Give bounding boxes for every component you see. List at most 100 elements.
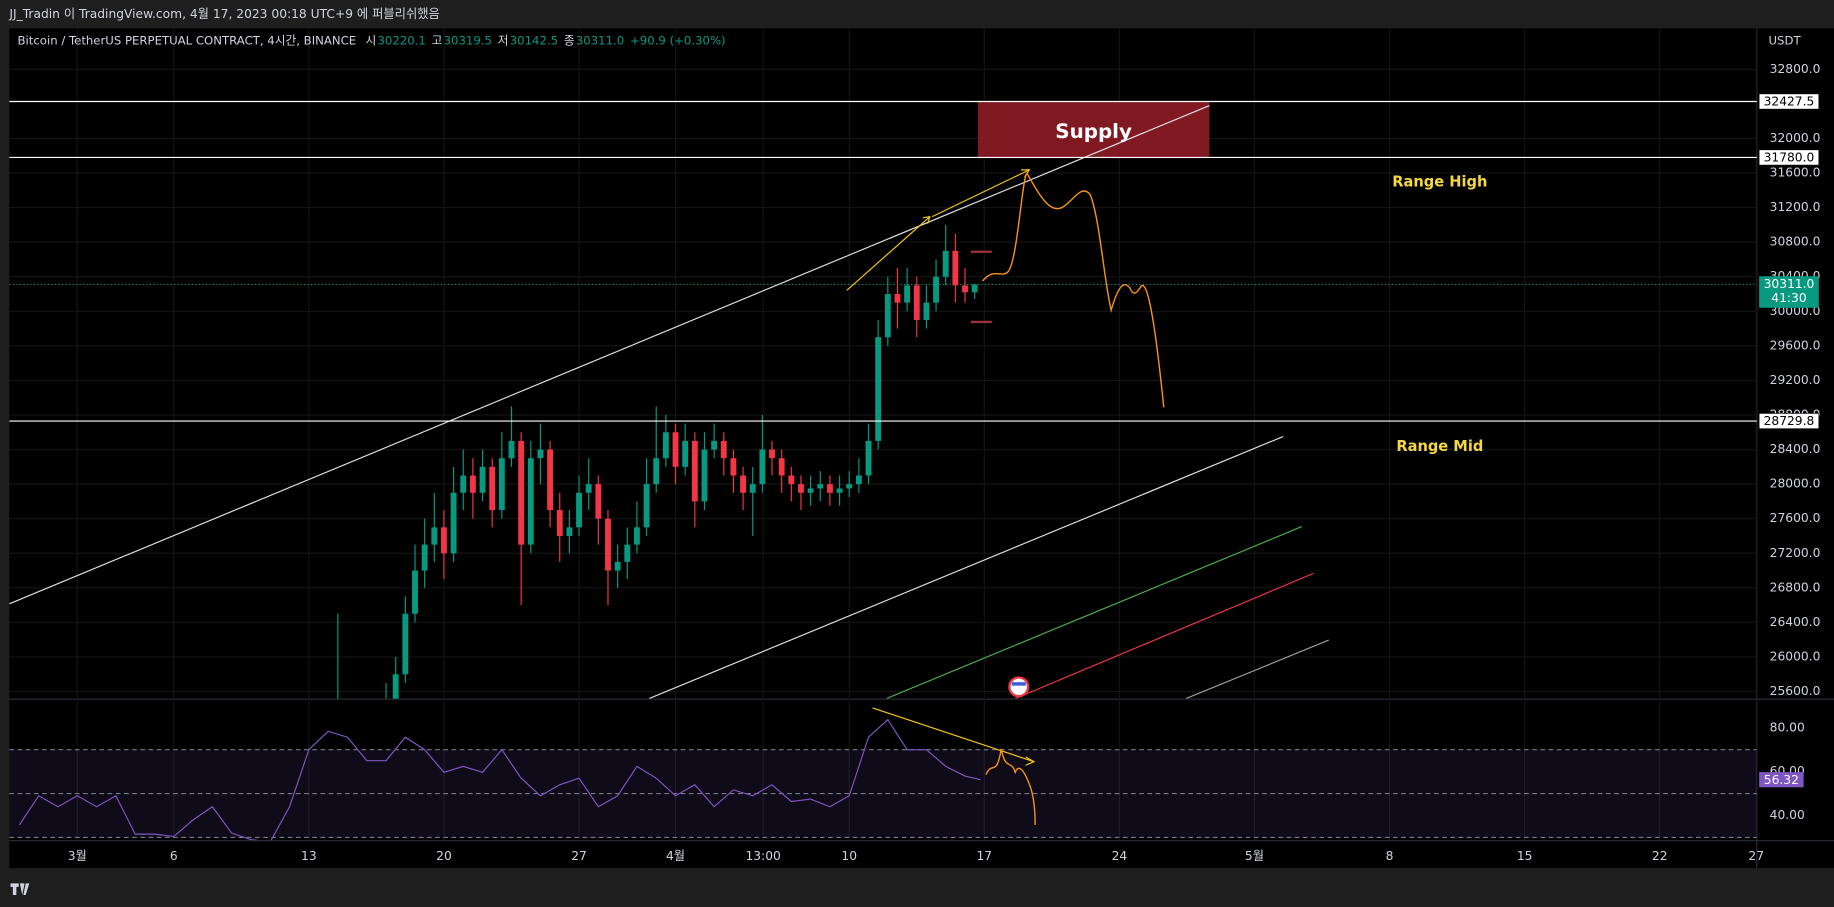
ohlc-change: +90.9 (+0.30%) bbox=[630, 34, 726, 48]
arrow bbox=[931, 169, 1030, 218]
y-tick-label: 25600.0 bbox=[1770, 684, 1821, 698]
candle-body bbox=[904, 285, 911, 303]
candle-body bbox=[691, 440, 698, 502]
candle-body bbox=[537, 449, 544, 459]
rsi-drawings bbox=[872, 707, 1036, 825]
candle-body bbox=[508, 440, 515, 459]
y-tick-label: 31200.0 bbox=[1770, 200, 1821, 214]
ohlc: 시 30220.1 고 30319.5 저 30142.5 종 30311.0 +90.9 (+… bbox=[366, 34, 726, 48]
candle-body bbox=[971, 284, 978, 293]
projection bbox=[985, 748, 1036, 825]
candle-body bbox=[653, 458, 660, 485]
range-mid-label: Range Mid bbox=[1396, 438, 1483, 455]
arrow-head bbox=[1025, 756, 1036, 766]
supply-label: Supply bbox=[1055, 120, 1132, 143]
y-tick-label: 26400.0 bbox=[1770, 615, 1821, 629]
candle-body bbox=[662, 432, 669, 459]
countdown: 41:30 bbox=[1771, 291, 1806, 305]
candle-body bbox=[788, 475, 795, 485]
candle-body bbox=[634, 527, 640, 545]
y-tick-label: 26000.0 bbox=[1770, 649, 1821, 663]
projection bbox=[981, 172, 1165, 408]
level-badge-label: 31780.0 bbox=[1764, 151, 1815, 165]
supply-zone bbox=[977, 102, 1210, 159]
ohlc-value: 30319.5 bbox=[444, 34, 492, 48]
ohlc-value: 30142.5 bbox=[510, 34, 558, 48]
last-price-label: 30311.0 bbox=[1764, 277, 1815, 291]
ohlc-key: 시 bbox=[366, 34, 377, 48]
y-tick-label: 32800.0 bbox=[1770, 62, 1821, 76]
x-tick-label: 24 bbox=[1112, 849, 1128, 863]
x-tick-label: 8 bbox=[1386, 849, 1394, 863]
candle-body bbox=[749, 484, 756, 493]
candle-body bbox=[720, 440, 727, 459]
rsi-tick-label: 80.00 bbox=[1770, 720, 1805, 734]
candle-body bbox=[672, 432, 679, 467]
y-tick-label: 26800.0 bbox=[1770, 580, 1821, 594]
grid bbox=[9, 28, 1757, 841]
trend-line bbox=[1185, 639, 1329, 699]
level-badge-label: 28729.8 bbox=[1764, 414, 1815, 428]
range-high-label: Range High bbox=[1392, 174, 1487, 191]
chart-area bbox=[9, 28, 1834, 869]
candle-body bbox=[402, 613, 409, 675]
candle-body bbox=[798, 484, 804, 493]
footer-bar bbox=[0, 870, 1834, 907]
candle-body bbox=[836, 488, 843, 493]
candle-body bbox=[855, 475, 862, 485]
y-tick-label: 29200.0 bbox=[1770, 373, 1821, 387]
y-tick-label: 27200.0 bbox=[1770, 546, 1821, 560]
marks bbox=[18, 224, 981, 841]
candle-body bbox=[701, 449, 708, 502]
candle-body bbox=[421, 544, 428, 571]
trend-line bbox=[1015, 572, 1314, 699]
candle-body bbox=[807, 488, 814, 493]
ohlc-value: 30311.0 bbox=[576, 34, 624, 48]
arrow-head bbox=[922, 215, 931, 224]
candle-body bbox=[605, 518, 611, 571]
candle-body bbox=[518, 440, 525, 545]
x-tick-label: 4월 bbox=[666, 849, 685, 863]
last-price-badge bbox=[1759, 276, 1819, 308]
candle-body bbox=[711, 440, 718, 450]
event-icon bbox=[1011, 682, 1026, 686]
candle-body bbox=[614, 561, 621, 571]
rsi-badge bbox=[1759, 772, 1804, 788]
y-tick-label: 31600.0 bbox=[1770, 166, 1821, 180]
arrow bbox=[872, 707, 1035, 763]
candle-body bbox=[595, 484, 602, 519]
candles bbox=[337, 224, 978, 699]
trend-line bbox=[648, 435, 1284, 699]
x-tick-label: 27 bbox=[571, 849, 587, 863]
candle-body bbox=[412, 570, 418, 614]
candle-body bbox=[556, 510, 563, 536]
y-tick-label: 30800.0 bbox=[1770, 235, 1821, 249]
candle-body bbox=[913, 285, 920, 320]
currency: USDT bbox=[1769, 34, 1802, 48]
x-tick-label: 17 bbox=[976, 849, 992, 863]
level-badge bbox=[1758, 413, 1820, 429]
arrow bbox=[846, 216, 931, 291]
x-tick-label: 20 bbox=[436, 849, 452, 863]
author-line: JJ_Tradin 이 TradingView.com, 4월 17, 2023… bbox=[8, 6, 439, 21]
level-badge-label: 32427.5 bbox=[1764, 95, 1815, 109]
candle-body bbox=[740, 475, 746, 493]
y-tick-label: 28400.0 bbox=[1770, 442, 1821, 456]
candle-body bbox=[624, 544, 631, 562]
y-tick-label: 29600.0 bbox=[1770, 338, 1821, 352]
candle-body bbox=[894, 293, 901, 303]
candle-body bbox=[952, 250, 959, 286]
candle-body bbox=[498, 458, 505, 511]
x-tick-label: 5월 bbox=[1245, 849, 1264, 863]
x-tick-label: 6 bbox=[170, 849, 178, 863]
candle-body bbox=[643, 484, 650, 528]
candle-body bbox=[846, 484, 853, 489]
ohlc-key: 저 bbox=[498, 34, 509, 48]
logo bbox=[10, 883, 30, 896]
x-tick-label: 13:00 bbox=[745, 849, 780, 863]
candle-body bbox=[527, 458, 534, 545]
rsi-tick-label: 40.00 bbox=[1770, 808, 1805, 822]
event-icon bbox=[1008, 676, 1030, 698]
ohlc-key: 종 bbox=[564, 34, 575, 48]
